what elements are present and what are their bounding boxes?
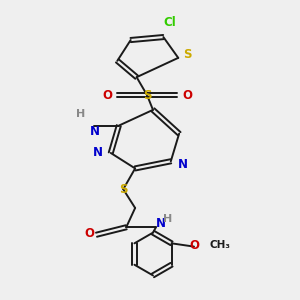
Text: N: N (90, 125, 100, 138)
Text: S: S (183, 48, 191, 62)
Text: S: S (143, 88, 151, 101)
Text: O: O (190, 238, 200, 252)
Text: O: O (84, 227, 94, 240)
Text: N: N (155, 217, 165, 230)
Text: O: O (102, 88, 112, 101)
Text: CH₃: CH₃ (209, 240, 230, 250)
Text: N: N (93, 146, 103, 160)
Text: Cl: Cl (163, 16, 176, 29)
Text: H: H (163, 214, 172, 224)
Text: N: N (178, 158, 188, 171)
Text: H: H (76, 109, 85, 119)
Text: O: O (182, 88, 192, 101)
Text: S: S (119, 183, 128, 196)
